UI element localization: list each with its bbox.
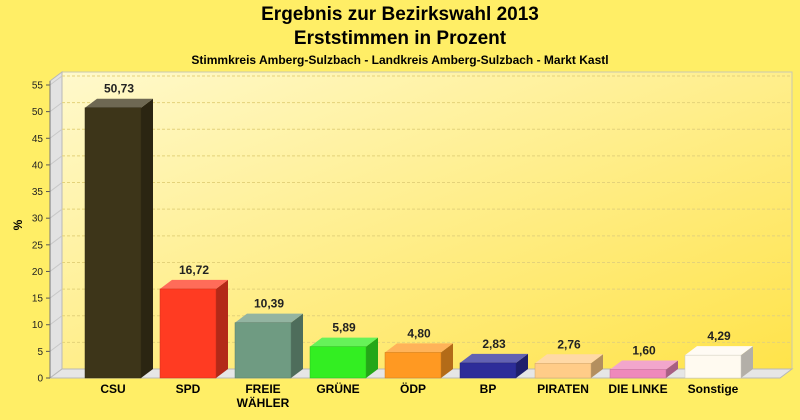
bar-top xyxy=(535,354,603,364)
x-tick-label: ÖDP xyxy=(400,381,426,396)
grid-side-line xyxy=(49,262,63,272)
grid-side-line xyxy=(49,102,63,113)
bar-front xyxy=(534,363,592,379)
bar-freie-wähler xyxy=(234,313,303,379)
data-label: 10,39 xyxy=(254,297,284,311)
x-tick-label: WÄHLER xyxy=(237,395,290,410)
data-label: 16,72 xyxy=(179,263,209,277)
bar-side xyxy=(516,353,528,378)
x-tick-label: SPD xyxy=(176,382,201,396)
bar-ödp xyxy=(384,343,453,379)
bar-front xyxy=(84,107,142,379)
grid-side-line xyxy=(49,128,63,139)
bar-top xyxy=(235,313,303,323)
y-tick-label: 30 xyxy=(32,214,44,225)
y-tick-label: 55 xyxy=(32,81,44,92)
bar-top xyxy=(85,98,153,108)
y-axis-label: % xyxy=(11,219,25,230)
x-tick-label: BP xyxy=(480,382,497,396)
bar-front xyxy=(234,322,292,379)
y-tick-label: 50 xyxy=(32,107,44,118)
bar-side xyxy=(591,354,603,378)
y-tick-label: 10 xyxy=(32,320,44,331)
bar-side xyxy=(666,360,678,378)
grid-side-line xyxy=(49,235,63,246)
bar-top xyxy=(385,343,453,353)
bar-side xyxy=(141,98,153,379)
bar-bp xyxy=(459,353,528,379)
y-tick-label: 40 xyxy=(32,160,44,171)
bar-front xyxy=(609,369,667,379)
bar-die-linke xyxy=(609,360,678,379)
grid-side-line xyxy=(49,75,63,86)
bar-side xyxy=(741,346,753,378)
y-tick-label: 25 xyxy=(32,240,44,251)
chart-title: Ergebnis zur Bezirkswahl 2013 xyxy=(261,4,539,25)
bar-side xyxy=(216,279,228,378)
grid-side-line xyxy=(49,341,63,352)
grid-side-line xyxy=(49,208,63,219)
y-tick-label: 5 xyxy=(37,347,43,358)
bar-top xyxy=(610,360,678,370)
x-tick-label: Sonstige xyxy=(688,382,739,396)
grid-side-line xyxy=(49,288,63,299)
bar-grüne xyxy=(309,337,378,379)
x-tick-label: GRÜNE xyxy=(316,381,359,396)
bar-front xyxy=(459,362,517,379)
grid-side-line xyxy=(49,315,63,326)
bar-top xyxy=(460,353,528,363)
bar-side xyxy=(441,343,453,378)
plot-side-wall xyxy=(49,71,63,379)
data-label: 50,73 xyxy=(104,82,134,96)
y-tick-label: 20 xyxy=(32,267,44,278)
bar-front xyxy=(384,352,442,379)
chart-region-subtitle: Stimmkreis Amberg-Sulzbach - Landkreis A… xyxy=(191,53,609,67)
bar-sonstige xyxy=(684,346,753,379)
bar-piraten xyxy=(534,354,603,379)
x-tick-label: DIE LINKE xyxy=(608,382,667,396)
x-tick-label: FREIE xyxy=(245,382,280,396)
data-label: 1,60 xyxy=(632,343,656,357)
y-tick-label: 35 xyxy=(32,187,44,198)
bar-top xyxy=(160,279,228,289)
y-tick-label: 15 xyxy=(32,294,44,305)
data-label: 2,76 xyxy=(557,337,581,351)
bar-csu xyxy=(84,98,153,379)
bar-side xyxy=(366,337,378,378)
x-tick-label: CSU xyxy=(100,382,125,396)
y-tick-label: 45 xyxy=(32,134,44,145)
chart-subtitle: Erststimmen in Prozent xyxy=(293,28,507,49)
bar-front xyxy=(309,346,367,379)
bar-top xyxy=(685,346,753,356)
x-tick-label: PIRATEN xyxy=(537,382,589,396)
grid-side-line xyxy=(49,182,63,192)
bar-top xyxy=(310,337,378,347)
data-label: 4,80 xyxy=(407,326,431,340)
data-label: 2,83 xyxy=(482,337,506,351)
data-label: 4,29 xyxy=(707,329,731,343)
bar-front xyxy=(159,288,217,379)
grid-side-line xyxy=(49,155,63,166)
y-tick-label: 0 xyxy=(37,374,43,385)
data-label: 5,89 xyxy=(332,321,356,335)
bar-front xyxy=(684,354,742,379)
bar-spd xyxy=(159,279,228,379)
bar-side xyxy=(291,313,303,378)
